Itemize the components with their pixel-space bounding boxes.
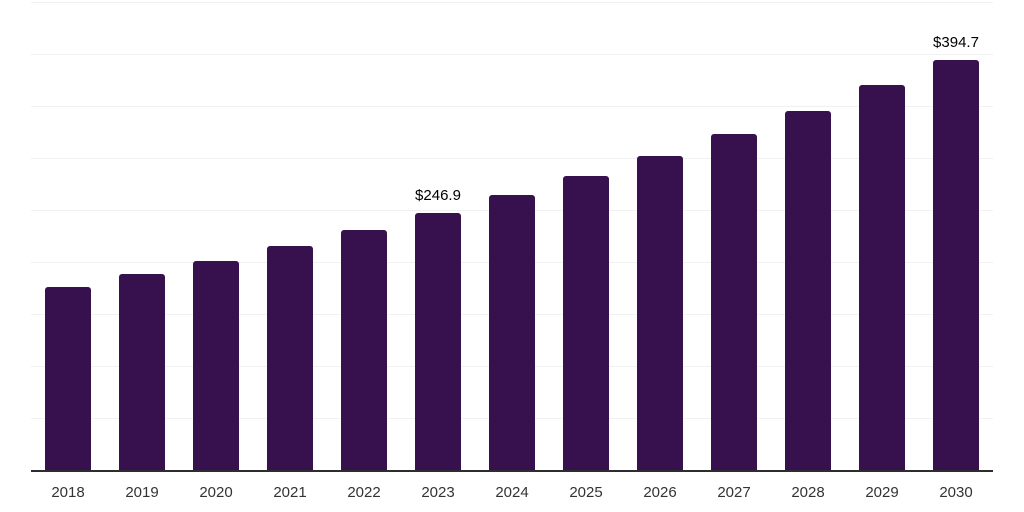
x-tick-label-2030: 2030 bbox=[939, 484, 973, 501]
bar-2022 bbox=[341, 230, 387, 470]
bar-value-label-2023: $246.9 bbox=[415, 187, 461, 205]
bar-2030 bbox=[933, 59, 979, 470]
bar-2025 bbox=[563, 176, 609, 470]
x-tick-label-2020: 2020 bbox=[199, 484, 233, 501]
bar-slot-2018 bbox=[31, 2, 105, 470]
x-tick-label-2024: 2024 bbox=[495, 484, 529, 501]
bar-2021 bbox=[267, 246, 313, 470]
bar-2019 bbox=[119, 274, 165, 470]
bar-slot-2030: $394.7 bbox=[919, 2, 993, 470]
bar-slot-2027 bbox=[697, 2, 771, 470]
x-tick-label-2021: 2021 bbox=[273, 484, 307, 501]
bar-2018 bbox=[45, 286, 91, 470]
x-axis-labels: 2018 2019 2020 2021 2022 2023 2024 2025 2026 2027… bbox=[31, 484, 993, 501]
gridline-300 bbox=[31, 158, 993, 159]
bar-slot-2022 bbox=[327, 2, 401, 470]
x-tick-label-2028: 2028 bbox=[791, 484, 825, 501]
bar-2028 bbox=[785, 110, 831, 470]
bar-2027 bbox=[711, 133, 757, 470]
x-tick-label-2022: 2022 bbox=[347, 484, 381, 501]
bar-slot-2029 bbox=[845, 2, 919, 470]
bars: $246.9 $394.7 bbox=[31, 2, 993, 470]
x-tick-label-2018: 2018 bbox=[51, 484, 85, 501]
bar-slot-2024 bbox=[475, 2, 549, 470]
x-tick-label-2019: 2019 bbox=[125, 484, 159, 501]
x-tick-label-2027: 2027 bbox=[717, 484, 751, 501]
bar-2023 bbox=[415, 213, 461, 470]
x-tick-label-2023: 2023 bbox=[421, 484, 455, 501]
gridline-400 bbox=[31, 54, 993, 55]
bar-value-label-2030: $394.7 bbox=[933, 33, 979, 51]
bar-2020 bbox=[193, 260, 239, 470]
plot-area: $246.9 $394.7 bbox=[31, 2, 993, 470]
gridline-450 bbox=[31, 2, 993, 3]
x-tick-label-2026: 2026 bbox=[643, 484, 677, 501]
bar-2026 bbox=[637, 155, 683, 470]
bar-2024 bbox=[489, 195, 535, 470]
bar-2029 bbox=[859, 84, 905, 470]
bar-slot-2019 bbox=[105, 2, 179, 470]
bar-slot-2023: $246.9 bbox=[401, 2, 475, 470]
bar-slot-2020 bbox=[179, 2, 253, 470]
bar-slot-2025 bbox=[549, 2, 623, 470]
x-axis-line bbox=[31, 470, 993, 472]
x-tick-label-2029: 2029 bbox=[865, 484, 899, 501]
bar-slot-2028 bbox=[771, 2, 845, 470]
bar-slot-2026 bbox=[623, 2, 697, 470]
bar-slot-2021 bbox=[253, 2, 327, 470]
gridline-350 bbox=[31, 106, 993, 107]
x-tick-label-2025: 2025 bbox=[569, 484, 603, 501]
